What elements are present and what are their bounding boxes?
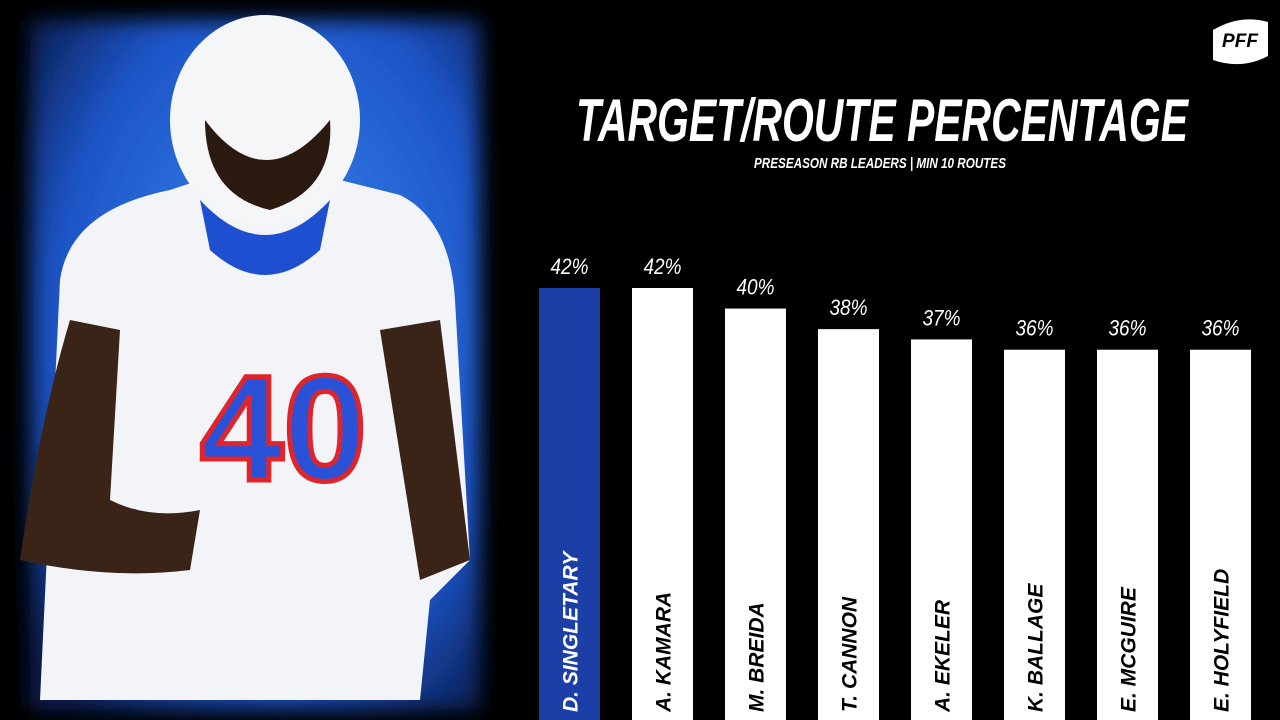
category-label: M. BREIDA bbox=[746, 602, 769, 712]
value-label: 36% bbox=[1016, 316, 1054, 341]
category-label: K. BALLAGE bbox=[1025, 583, 1048, 712]
category-label: A. EKELER bbox=[932, 599, 955, 713]
bar bbox=[818, 329, 879, 720]
pff-logo: PFF bbox=[1213, 19, 1268, 65]
bar bbox=[1097, 349, 1158, 720]
chart-title: TARGET/ROUTE PERCENTAGE bbox=[576, 87, 1189, 154]
chart-subtitle: PRESEASON RB LEADERS | MIN 10 ROUTES bbox=[754, 155, 1006, 172]
bar bbox=[1190, 349, 1251, 720]
value-label: 36% bbox=[1109, 316, 1147, 341]
player-photo: 40 bbox=[20, 15, 480, 710]
value-label: 42% bbox=[551, 254, 589, 279]
jersey-number-art: 40 bbox=[200, 344, 367, 512]
bar bbox=[539, 288, 600, 720]
bar bbox=[911, 339, 972, 720]
category-label: E. HOLYFIELD bbox=[1211, 569, 1234, 712]
bar bbox=[632, 288, 693, 720]
bar bbox=[1004, 349, 1065, 720]
value-label: 42% bbox=[644, 254, 682, 279]
bar bbox=[725, 308, 786, 720]
logo-text: PFF bbox=[1222, 31, 1259, 52]
value-label: 36% bbox=[1202, 316, 1240, 341]
category-label: A. KAMARA bbox=[653, 592, 676, 713]
category-label: T. CANNON bbox=[839, 596, 862, 712]
value-label: 40% bbox=[737, 275, 775, 300]
value-label: 37% bbox=[923, 305, 961, 330]
category-label: E. MCGUIRE bbox=[1118, 586, 1141, 712]
value-label: 38% bbox=[830, 295, 868, 320]
category-label: D. SINGLETARY bbox=[560, 550, 583, 712]
